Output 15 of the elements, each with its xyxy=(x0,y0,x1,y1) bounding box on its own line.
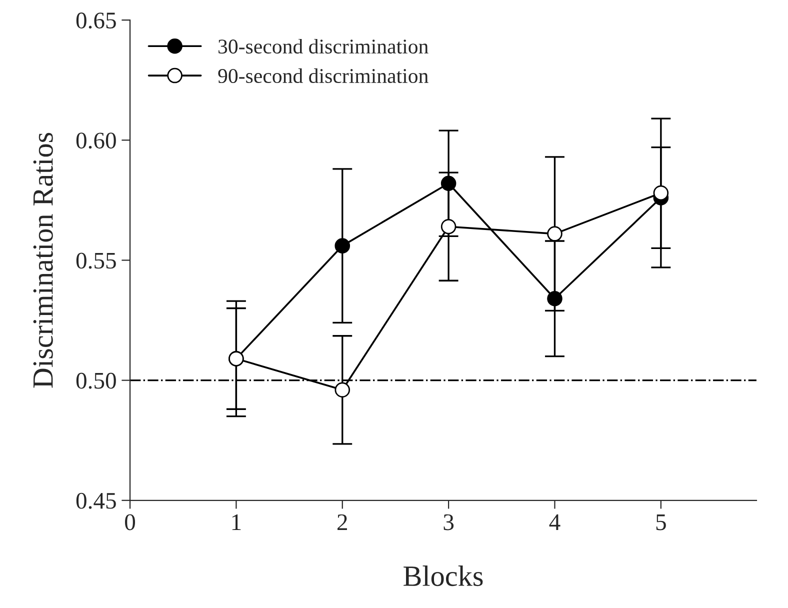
y-tick-label: 0.60 xyxy=(76,132,116,149)
legend-label: 90-second discrimination xyxy=(218,68,428,84)
x-tick-label: 0 xyxy=(125,514,136,530)
y-tick-label: 0.65 xyxy=(76,12,116,29)
x-tick-label: 5 xyxy=(656,514,666,530)
legend-label: 30-second discrimination xyxy=(218,38,428,54)
y-tick-label: 0.55 xyxy=(76,252,116,269)
x-tick-label: 1 xyxy=(232,514,241,530)
y-tick-label: 0.50 xyxy=(76,372,116,389)
x-tick-label: 2 xyxy=(338,514,347,530)
x-tick-label: 4 xyxy=(549,514,560,530)
x-tick-label: 3 xyxy=(444,514,454,530)
y-axis-title: Discrimination Ratios xyxy=(33,132,53,388)
y-tick-label: 0.45 xyxy=(76,492,116,509)
x-axis-title: Blocks xyxy=(404,566,483,586)
